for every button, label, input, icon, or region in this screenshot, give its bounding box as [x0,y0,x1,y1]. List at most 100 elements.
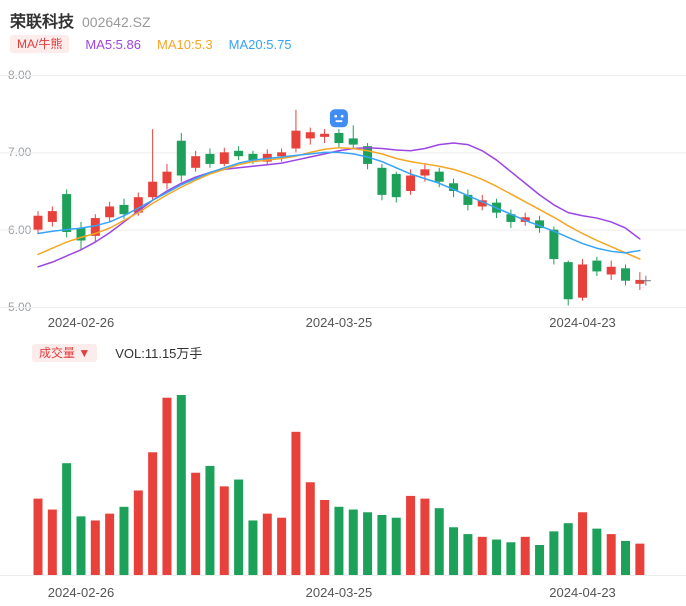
volume-bar [334,506,344,575]
volume-bar [76,516,86,575]
x-axis-label: 2024-02-26 [47,585,115,600]
candle-body [105,206,115,218]
candle-body [406,175,416,191]
volume-bar [348,509,358,575]
ma-legend-row: MA/牛熊 MA5:5.86 MA10:5.3 MA20:5.75 [10,35,292,53]
candle-body [506,214,516,222]
candle-body [563,262,573,300]
ma-mode-badge[interactable]: MA/牛熊 [10,35,70,53]
stock-name: 荣联科技 [10,14,75,31]
volume-bar [90,520,100,575]
volume-bar [520,536,530,575]
candle-body [606,266,616,275]
x-axis-label: 2024-04-23 [549,585,616,600]
candle-body [148,181,158,198]
ai-marker-eye [334,114,338,118]
candle-body [635,279,645,284]
volume-bar [47,509,57,575]
stock-code: 002642.SZ [82,14,151,30]
x-axis-label: 2024-02-26 [47,315,115,330]
volume-bar [105,513,115,575]
ai-marker-eye [340,114,344,118]
candle-body [262,153,272,162]
candle-body [363,146,373,164]
volume-bar [434,508,444,575]
volume-bar [262,513,272,575]
volume-x-axis: 2024-02-26 2024-03-25 2024-04-23 [0,585,686,603]
volume-bar [492,539,502,575]
volume-bar [133,490,143,575]
candle-body [621,268,631,281]
candle-body [434,171,444,182]
candle-body [463,194,473,205]
candle-body [277,152,287,157]
volume-bar [305,482,315,575]
candle-body [33,215,43,230]
candle-body [592,260,602,272]
candle-body [291,130,301,149]
candle-body [76,228,86,241]
candle-body [391,173,401,198]
volume-header: 成交量 ▼ VOL:11.15万手 [32,343,202,362]
volume-bar [406,495,416,575]
volume-bar [291,431,301,575]
volume-bar [506,542,516,575]
x-axis-label: 2024-03-25 [305,585,373,600]
ma10-line [37,146,641,260]
volume-bar [162,397,172,575]
x-axis-label: 2024-04-23 [549,315,616,330]
candle-body [420,169,430,176]
volume-bar [391,517,401,575]
candle-body [248,153,258,161]
volume-bar [449,527,459,575]
volume-bar [420,498,430,575]
candle-body [377,167,387,195]
volume-bar [535,545,545,575]
chart-header: 荣联科技 002642.SZ [10,8,151,32]
volume-bar [191,472,201,575]
ma5-line [37,142,641,268]
ai-marker-badge [329,109,348,128]
candle-body [234,150,244,157]
candle-body [535,220,545,229]
candle-body [334,132,344,144]
volume-bar [635,543,645,575]
volume-selector-badge[interactable]: 成交量 ▼ [32,343,98,362]
volume-bar [606,534,616,575]
volume-bar [363,512,373,575]
volume-bar [578,512,588,575]
y-axis-label: 7.00 [8,145,32,159]
volume-bar [549,531,559,575]
volume-bar [33,498,43,575]
ai-marker-icon[interactable] [329,109,348,128]
volume-bar [148,452,158,575]
candle-body [305,132,315,139]
volume-bar [277,517,287,575]
candle-body [348,138,358,145]
volume-readout: VOL:11.15万手 [115,346,203,361]
candle-body [162,171,172,184]
candle-body [90,218,100,236]
candle-body [191,156,201,168]
candle-body [320,133,330,137]
volume-bar [463,534,473,575]
ma20-line [37,151,641,254]
ai-marker-mouth [335,120,343,123]
volume-bar [248,520,258,575]
volume-bar [176,395,186,575]
volume-bar [320,500,330,575]
volume-bar [234,479,244,575]
volume-bar [219,486,229,575]
candle-body [219,152,229,164]
candle-body [549,229,559,260]
volume-bar [477,536,487,575]
x-axis-label: 2024-03-25 [305,315,373,330]
candle-body [62,194,72,232]
volume-bar [119,506,129,575]
candle-body [47,211,57,222]
candle-body [205,153,215,164]
volume-bar [563,523,573,575]
volume-bar [62,463,72,575]
